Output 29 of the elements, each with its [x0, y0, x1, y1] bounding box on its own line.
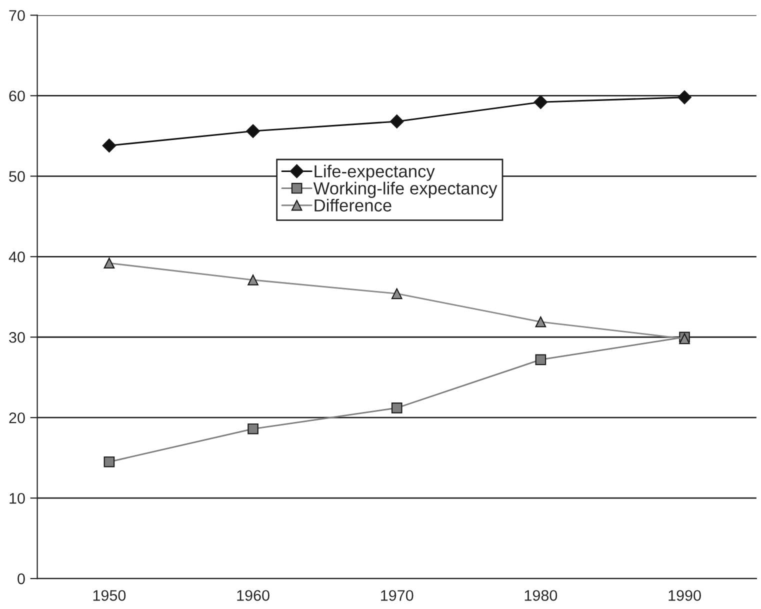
point [390, 114, 404, 128]
y-tick-label: 60 [9, 90, 25, 102]
y-tick-label: 30 [9, 332, 25, 343]
legend-label: Difference [314, 198, 392, 212]
legend-label: Working-life expectancy [313, 182, 498, 198]
x-tick-label: 1990 [668, 590, 701, 601]
x-tick-label: 1960 [237, 590, 270, 601]
point [534, 95, 548, 110]
x-tick-label: 1950 [93, 590, 126, 601]
point [102, 138, 116, 153]
point [391, 288, 402, 300]
point [104, 258, 115, 269]
y-tick-label: 0 [18, 573, 25, 584]
y-tick-label: 10 [10, 492, 25, 504]
y-tick-label: 20 [9, 412, 25, 424]
y-tick-label: 40 [8, 252, 25, 262]
point [246, 124, 260, 138]
y-tick-label: 70 [9, 10, 25, 21]
x-tick-label: 1980 [524, 590, 558, 601]
point [535, 354, 546, 366]
point [391, 402, 402, 414]
y-tick-label: 50 [9, 171, 25, 182]
x-tick-label: 1970 [381, 590, 414, 601]
point [535, 316, 546, 328]
point [104, 456, 115, 468]
legend-label: Life-expectancy [314, 164, 435, 181]
point [678, 90, 692, 104]
point [248, 423, 258, 434]
point [248, 274, 258, 286]
